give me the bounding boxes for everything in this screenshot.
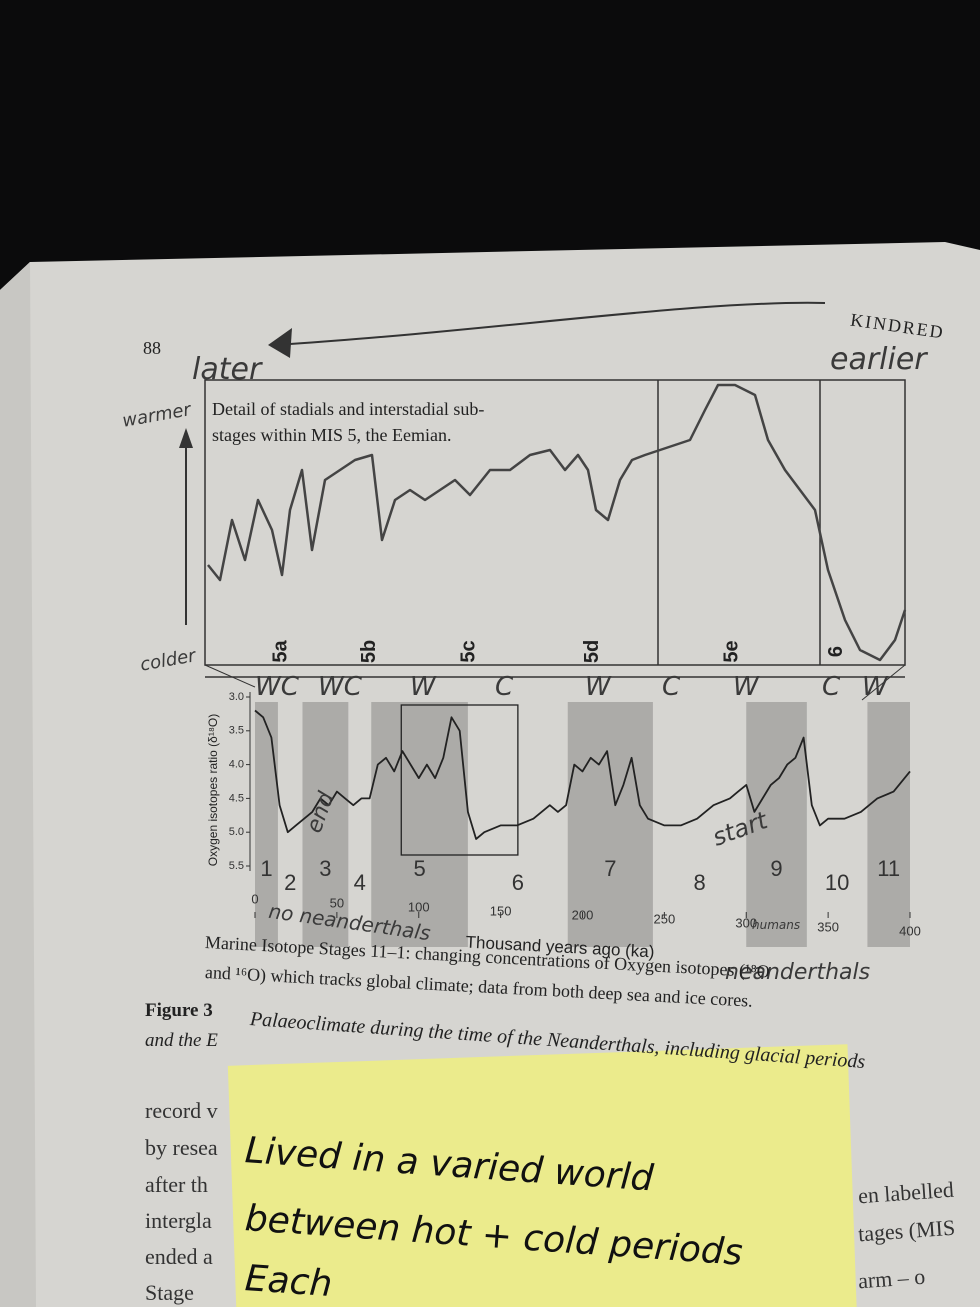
- body-text: Stage: [145, 1280, 194, 1305]
- x-tick-label: 200: [572, 907, 594, 922]
- warmth-arrow-head: [179, 428, 193, 448]
- y-tick-label: 4.0: [229, 759, 244, 771]
- y-tick-label: 3.5: [229, 725, 244, 737]
- climate-mark: WC: [318, 672, 362, 702]
- body-text: ended a: [145, 1244, 213, 1269]
- body-text: after th: [145, 1172, 208, 1197]
- figure-label: Figure 3: [145, 1000, 213, 1021]
- detail-curve: [207, 383, 907, 662]
- substage-label: 5a: [269, 640, 292, 663]
- stage-label: 7: [604, 856, 616, 881]
- climate-mark: C: [822, 672, 841, 702]
- page-edge: [0, 262, 36, 1307]
- stage-label: 9: [770, 856, 782, 881]
- note-neanderthals: neanderthals: [725, 960, 871, 985]
- climate-mark: W: [733, 672, 759, 702]
- book-page: [0, 242, 980, 1307]
- detail-frame: [204, 379, 906, 666]
- climate-mark: C: [495, 672, 514, 702]
- x-tick-label: 300: [735, 915, 757, 930]
- stage-label: 1: [260, 856, 272, 881]
- y-axis-label: Oxygen isotopes ratio (δ¹⁸O): [206, 714, 220, 866]
- stage-label: 10: [825, 870, 849, 895]
- note-earlier: earlier: [830, 342, 927, 377]
- body-text: by resea: [145, 1135, 218, 1160]
- y-tick-label: 5.0: [229, 826, 244, 838]
- figure-title-cont: and the E: [145, 1030, 218, 1051]
- body-text: record v: [145, 1098, 218, 1123]
- connector: [861, 664, 906, 701]
- note-later: later: [192, 352, 262, 387]
- x-tick-label: 100: [408, 899, 430, 914]
- climate-mark: W: [585, 672, 611, 702]
- stage-label: 8: [693, 870, 705, 895]
- x-tick-label: 400: [899, 923, 921, 938]
- sticky-text: Each: [243, 1258, 334, 1306]
- sticky-paper: [227, 1044, 857, 1307]
- stage-label: 6: [512, 870, 524, 895]
- stage-band: [302, 702, 349, 947]
- body-text: arm – o: [857, 1263, 926, 1294]
- stage-band: [746, 702, 807, 947]
- page-number: 88: [143, 338, 161, 358]
- stage-band: [567, 702, 653, 947]
- y-tick-label: 3.0: [229, 691, 244, 703]
- arrow-head: [268, 328, 292, 358]
- x-tick-label: 0: [251, 891, 258, 906]
- x-tick-label: 250: [654, 911, 676, 926]
- substage-label: 6: [825, 645, 848, 658]
- detail-title: Detail of stadials and interstadial sub-…: [212, 399, 485, 445]
- climate-mark: WC: [255, 672, 299, 702]
- y-tick-label: 4.5: [229, 792, 244, 804]
- stage-label: 11: [877, 856, 900, 881]
- stage-band: [255, 702, 278, 947]
- body-text: intergla: [145, 1208, 212, 1233]
- connector: [204, 664, 256, 688]
- climate-mark: W: [410, 672, 436, 702]
- x-tick-label: 350: [817, 919, 839, 934]
- stage-band: [371, 702, 468, 947]
- substage-label: 5e: [720, 640, 743, 663]
- climate-mark: W: [862, 672, 888, 702]
- stage-label: 2: [284, 870, 296, 895]
- y-tick-label: 5.5: [229, 860, 244, 872]
- climate-mark: C: [662, 672, 681, 702]
- arrow-line: [289, 301, 826, 345]
- substage-label: 5d: [581, 639, 604, 664]
- stage-label: 5: [413, 856, 425, 881]
- substage-label: 5b: [358, 639, 381, 664]
- note-humans: humans: [752, 918, 801, 932]
- stage-label: 3: [319, 856, 331, 881]
- substage-label: 5c: [457, 640, 480, 663]
- sticky-note: [227, 1044, 857, 1307]
- detail-box: [400, 704, 519, 856]
- detail-chart: [204, 379, 907, 701]
- x-tick-label: 50: [330, 895, 344, 910]
- data-line: [254, 709, 911, 840]
- stage-band: [867, 702, 910, 947]
- stage-label: 4: [354, 870, 366, 895]
- x-tick-label: 150: [490, 903, 512, 918]
